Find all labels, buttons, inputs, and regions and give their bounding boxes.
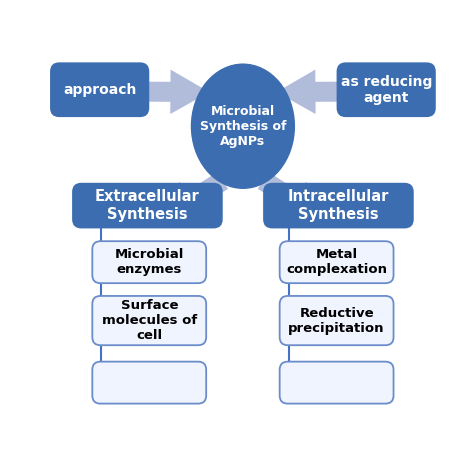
Text: Extracellular
Synthesis: Extracellular Synthesis <box>95 190 200 222</box>
FancyBboxPatch shape <box>92 362 206 404</box>
Text: approach: approach <box>63 83 137 97</box>
FancyBboxPatch shape <box>92 296 206 345</box>
Text: Microbial
enzymes: Microbial enzymes <box>115 248 184 276</box>
FancyBboxPatch shape <box>72 183 223 228</box>
Text: Metal
complexation: Metal complexation <box>286 248 387 276</box>
FancyBboxPatch shape <box>92 241 206 283</box>
FancyBboxPatch shape <box>280 241 393 283</box>
FancyBboxPatch shape <box>263 183 414 228</box>
FancyBboxPatch shape <box>280 362 393 404</box>
Text: Reductive
precipitation: Reductive precipitation <box>288 307 385 335</box>
Text: as reducing
agent: as reducing agent <box>340 74 432 105</box>
FancyBboxPatch shape <box>50 63 149 117</box>
Text: Surface
molecules of
cell: Surface molecules of cell <box>101 299 197 342</box>
Text: Microbial
Synthesis of
AgNPs: Microbial Synthesis of AgNPs <box>200 105 286 148</box>
Text: Intracellular
Synthesis: Intracellular Synthesis <box>288 190 389 222</box>
FancyBboxPatch shape <box>337 63 436 117</box>
Ellipse shape <box>191 64 294 188</box>
FancyBboxPatch shape <box>280 296 393 345</box>
